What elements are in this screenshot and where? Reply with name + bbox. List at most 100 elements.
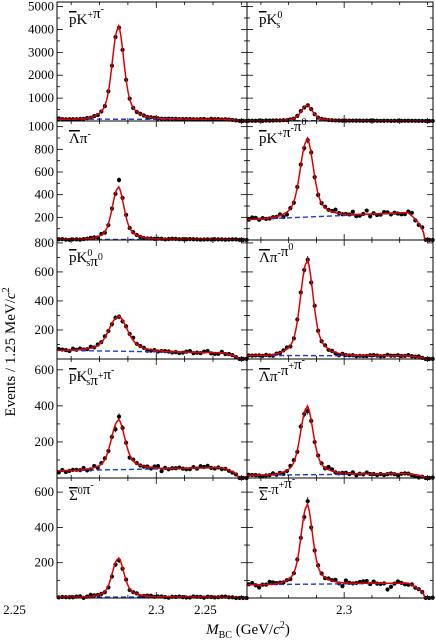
panel-label-part: p bbox=[69, 250, 77, 266]
panel-label: pK0 s bbox=[259, 10, 282, 31]
panel-label-part: 0 bbox=[301, 117, 306, 128]
panel-label-part: π bbox=[294, 357, 302, 373]
data-point bbox=[155, 463, 161, 469]
panel-label-part: - bbox=[277, 248, 280, 259]
panel-label-part: s bbox=[86, 258, 90, 269]
panel-label-part: - bbox=[268, 486, 271, 497]
panel-label-part: s bbox=[86, 377, 90, 388]
y-tick-label: 4000 bbox=[28, 21, 54, 36]
y-tick-label: 400 bbox=[35, 293, 55, 308]
y-tick-label: 200 bbox=[35, 322, 55, 337]
panel-label-part: Λ bbox=[259, 250, 270, 266]
fit-curve bbox=[56, 418, 247, 479]
panel-label-part: p bbox=[259, 12, 267, 28]
panel-label-part: π bbox=[80, 131, 88, 147]
x-axis-label-sub: BC bbox=[219, 630, 233, 641]
panel-label-part: - bbox=[90, 480, 93, 491]
panel-label-part: K bbox=[77, 12, 88, 28]
data-point bbox=[159, 468, 164, 474]
panel-label-part: π bbox=[294, 119, 302, 135]
panel-label-part: K bbox=[267, 12, 278, 28]
y-tick-label: 1000 bbox=[28, 90, 54, 105]
panel-label-part: Λ bbox=[69, 131, 80, 147]
x-tick-label: 2.25 bbox=[194, 602, 217, 617]
y-tick-label: 3000 bbox=[28, 44, 54, 59]
panel-label-part: π bbox=[270, 250, 278, 266]
y-axis-label-c: c bbox=[3, 292, 19, 299]
y-axis-label-sup: 2 bbox=[1, 287, 12, 292]
panel-label-part: 0 bbox=[98, 252, 103, 263]
panel-label-part: p bbox=[69, 12, 77, 28]
panel-label-part: π bbox=[83, 482, 91, 498]
data-point bbox=[116, 414, 122, 419]
data-point bbox=[333, 207, 338, 212]
panel-label-part: 0 bbox=[277, 10, 282, 21]
panel-label-part: + bbox=[279, 480, 285, 491]
panel-label-part: π bbox=[90, 254, 98, 270]
data-point bbox=[385, 587, 390, 592]
fit-curve bbox=[57, 23, 247, 122]
x-axis-label: MBC (GeV/c2) bbox=[205, 620, 290, 641]
panel-label-part: + bbox=[288, 361, 294, 372]
panel-label-part: - bbox=[302, 355, 305, 366]
panel-label-part: π bbox=[271, 482, 279, 498]
panel-label-part: 0 bbox=[87, 367, 92, 378]
fit-curve bbox=[56, 314, 247, 360]
x-axis-label-unit: (GeV/ bbox=[232, 622, 274, 638]
panel-label: pK+π-π0 bbox=[259, 117, 306, 147]
panel-label-part: π bbox=[283, 125, 291, 141]
panel-label-part: - bbox=[291, 123, 294, 134]
panel-label: Σ0π- bbox=[69, 480, 94, 504]
panel-pKpi: 1000 2000 3000 4000 5000 pK+π- bbox=[28, 0, 249, 124]
y-tick-label: 600 bbox=[35, 164, 55, 179]
data-point bbox=[205, 463, 210, 468]
y-tick-label: 800 bbox=[35, 235, 55, 250]
data-point bbox=[257, 585, 262, 590]
panel-label-part: 0 bbox=[288, 242, 293, 253]
fit-curve bbox=[246, 404, 433, 479]
panel-Smpipi: 2.25 2.3Σ-π+π- bbox=[194, 474, 435, 617]
data-point bbox=[343, 578, 348, 583]
data-point bbox=[364, 578, 369, 584]
panel-label-part: π bbox=[281, 244, 289, 260]
y-tick-label: 800 bbox=[35, 141, 55, 156]
data-point bbox=[361, 579, 366, 584]
panel-label: pK0 sπ0 bbox=[69, 248, 103, 270]
y-axis-label-main: Events / 1.25 MeV/ bbox=[3, 298, 19, 416]
y-tick-label: 1000 bbox=[28, 119, 54, 134]
panel-label-part: 0 bbox=[78, 486, 83, 497]
panel-label: pK+π- bbox=[69, 4, 104, 28]
panel-label-part: - bbox=[277, 367, 280, 378]
panel-S0pi: 200 400 600 2.25 2.3 Σ0π- bbox=[3, 477, 249, 617]
x-axis-label-sup: 2 bbox=[280, 620, 285, 631]
y-tick-label: 5000 bbox=[28, 0, 54, 14]
x-axis-label-c: c bbox=[273, 622, 280, 638]
panel-label-part: π bbox=[270, 369, 278, 385]
y-tick-label: 2000 bbox=[28, 67, 54, 82]
data-point bbox=[340, 583, 345, 589]
x-tick-label: 2.3 bbox=[336, 602, 352, 617]
panel-label: pK0 sπ+π- bbox=[69, 365, 114, 389]
data-point bbox=[267, 579, 272, 584]
panel-label-part: K bbox=[267, 131, 278, 147]
panel-label-part: Σ bbox=[69, 488, 78, 504]
panel-label-part: π bbox=[281, 363, 289, 379]
y-tick-label: 400 bbox=[35, 398, 55, 413]
x-tick-label: 2.25 bbox=[3, 602, 26, 617]
data-point bbox=[305, 499, 310, 504]
y-tick-label: 200 bbox=[35, 555, 55, 570]
panel-label-part: + bbox=[98, 371, 104, 382]
y-axis-label: Events / 1.25 MeV/c2 bbox=[1, 287, 19, 416]
fit-curve bbox=[247, 257, 433, 360]
panel-label-part: π bbox=[90, 373, 98, 389]
panel-label: Λπ-π+π- bbox=[259, 355, 305, 385]
panel-label-part: K bbox=[77, 369, 88, 385]
y-tick-label: 600 bbox=[35, 362, 55, 377]
x-tick-label: 2.3 bbox=[148, 602, 164, 617]
panel-label-part: - bbox=[292, 474, 295, 485]
y-tick-label: 200 bbox=[35, 209, 55, 224]
x-axis-label-symbol: M bbox=[205, 622, 220, 638]
data-point bbox=[388, 584, 394, 589]
